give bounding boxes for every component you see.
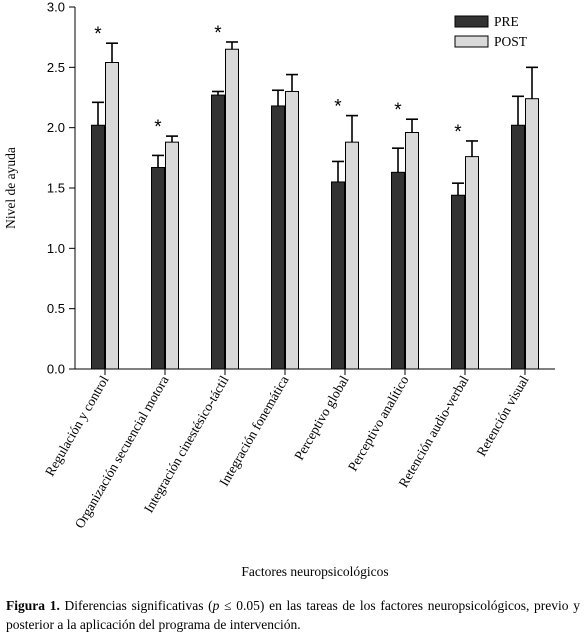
bar-pre [391, 171, 405, 370]
significance-star: * [94, 24, 102, 45]
significance-star: * [394, 100, 402, 121]
chart-bars [91, 41, 539, 370]
bar-post [405, 131, 419, 370]
x-category-label: Perceptivo global [291, 373, 352, 463]
bar-pre [451, 194, 465, 370]
y-axis-title: Nivel de ayuda [3, 147, 18, 229]
y-tick-label: 1.0 [47, 241, 65, 256]
chart-axes [69, 6, 555, 375]
x-category-label: Retención audio-verbal [395, 373, 471, 490]
significance-star: * [334, 97, 342, 118]
y-tick-label: 2.5 [47, 60, 65, 75]
x-category-label: Regulación y control [42, 373, 112, 479]
legend-swatch-pre [454, 15, 489, 28]
legend-swatch-post [454, 35, 489, 48]
x-category-label: Integración fonemática [216, 373, 291, 489]
significance-star: * [454, 122, 462, 143]
legend-label-pre: PRE [494, 14, 519, 29]
bar-post [165, 141, 179, 370]
significance-star: * [154, 117, 162, 138]
bar-pre [91, 124, 105, 370]
y-tick-label: 0.5 [47, 301, 65, 316]
x-category-label: Retención visual [473, 373, 531, 459]
bar-post [345, 141, 359, 370]
chart-legend: PRE POST [454, 14, 528, 49]
bar-post [465, 156, 479, 370]
bar-post [225, 48, 239, 370]
y-tick-label: 3.0 [47, 0, 65, 15]
x-axis-title: Factores neuropsicológicos [241, 564, 388, 579]
figure-caption: Figura 1. Diferencias significativas (p … [6, 596, 580, 634]
bar-post [525, 98, 539, 370]
bar-post [285, 90, 299, 370]
caption-p-symbol: p [212, 598, 220, 613]
caption-text-before: Diferencias significativas ( [59, 598, 213, 613]
caption-label: Figura 1. [6, 598, 60, 613]
y-tick-label: 1.5 [47, 181, 65, 196]
legend-label-post: POST [494, 34, 528, 49]
y-tick-label: 2.0 [47, 120, 65, 135]
x-category-label: Perceptivo analítico [345, 373, 412, 474]
significance-star: * [214, 23, 222, 44]
bar-pre [331, 181, 345, 370]
bar-pre [151, 166, 165, 370]
bar-pre [271, 105, 285, 370]
bar-chart: 0.0 0.5 1.0 1.5 2.0 2.5 3.0 Nivel de ayuda Facto… [3, 0, 555, 579]
bar-pre [511, 124, 525, 370]
bar-post [105, 62, 119, 370]
bar-pre [211, 94, 225, 370]
caption-text-after: ≤ 0.05) en las tareas de los factores ne… [6, 598, 581, 632]
y-tick-label: 0.0 [47, 362, 65, 377]
